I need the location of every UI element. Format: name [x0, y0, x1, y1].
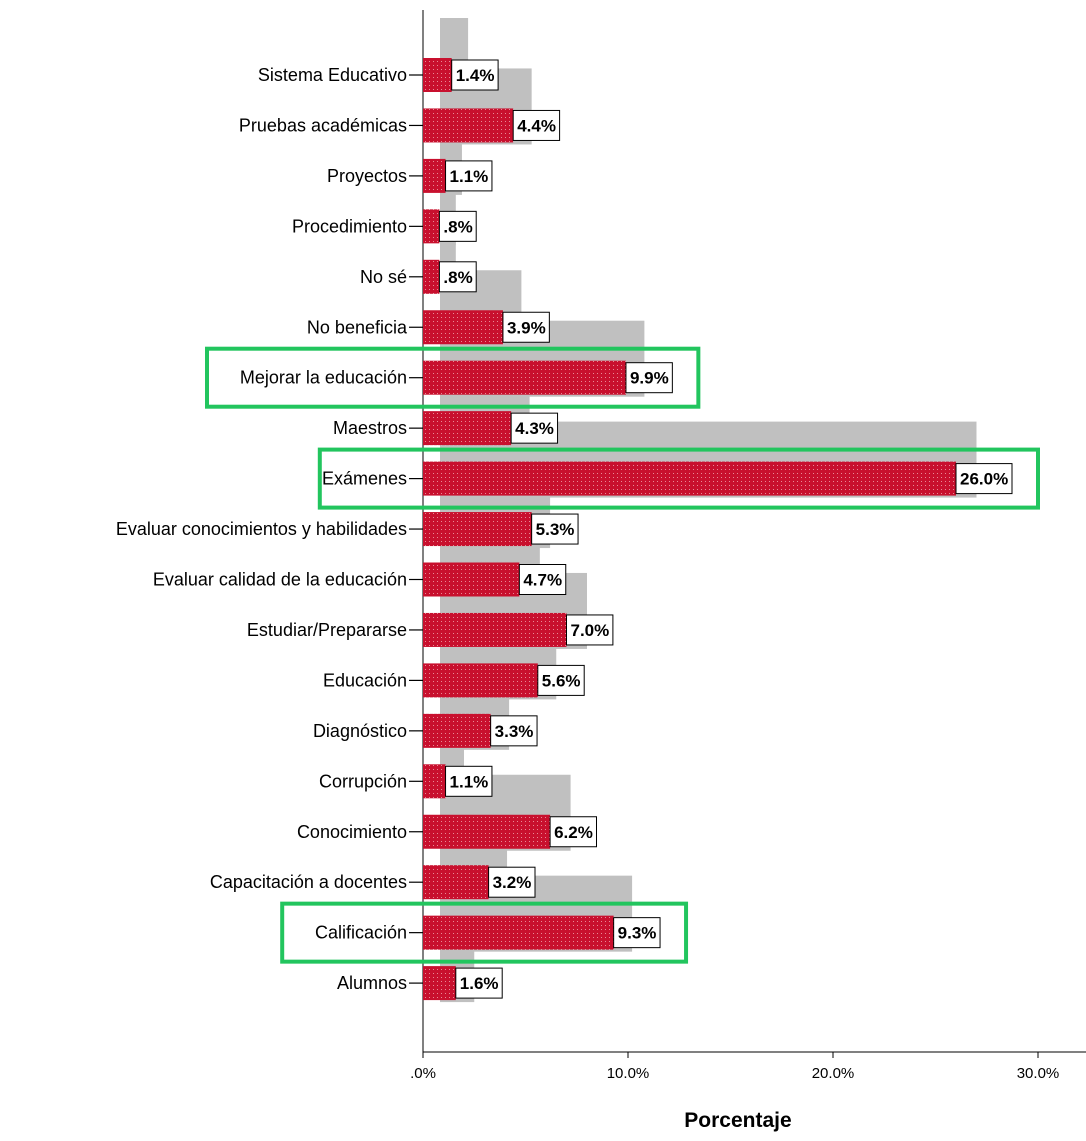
category-label: Conocimiento [297, 822, 407, 842]
bar [423, 209, 440, 244]
value-label: 3.3% [495, 722, 534, 741]
value-label-box [445, 765, 493, 797]
value-label-box [490, 715, 538, 747]
value-label-box [518, 564, 567, 595]
value-label-box [451, 59, 499, 91]
category-label: Educación [323, 670, 407, 690]
bar [423, 310, 503, 345]
value-label-box [445, 160, 493, 192]
bar [423, 814, 551, 849]
value-label-box [625, 362, 673, 394]
value-label-box [955, 463, 1013, 495]
value-label-box [438, 261, 477, 293]
value-label-box [455, 967, 503, 999]
category-label: No sé [360, 267, 407, 287]
x-tick-label: .0% [410, 1065, 436, 1082]
value-label-box [510, 412, 559, 444]
category-label: Calificación [315, 923, 407, 943]
value-label-box [488, 866, 536, 898]
value-label: 9.9% [630, 369, 669, 388]
category-label: Diagnóstico [313, 721, 407, 741]
bar [423, 259, 440, 294]
value-label: 26.0% [960, 470, 1008, 489]
category-label: Procedimiento [292, 216, 407, 236]
value-label: 7.0% [571, 621, 610, 640]
bar [423, 562, 520, 597]
bar [423, 108, 514, 143]
category-label: Maestros [333, 418, 407, 438]
x-tick-label: 20.0% [812, 1065, 855, 1082]
value-label: 1.1% [450, 167, 489, 186]
value-label: 5.6% [542, 671, 581, 690]
highlight-box [280, 901, 689, 964]
value-label-box [537, 664, 585, 696]
category-label: Estudiar/Prepararse [247, 620, 407, 640]
category-label: Pruebas académicas [239, 115, 407, 135]
value-label: 5.3% [536, 520, 575, 539]
value-label: 4.3% [515, 419, 554, 438]
highlight-box [205, 346, 701, 409]
value-label: .8% [443, 268, 472, 287]
value-label: 9.3% [618, 924, 657, 943]
value-label: 6.2% [554, 823, 593, 842]
bar [423, 966, 456, 1001]
value-label-box [512, 109, 561, 141]
value-label-box [549, 816, 597, 848]
bar [423, 915, 614, 950]
category-label: Evaluar calidad de la educación [153, 570, 407, 590]
bar [423, 158, 446, 193]
value-label: .8% [443, 217, 472, 236]
value-label: 1.1% [450, 772, 489, 791]
bar [423, 360, 626, 395]
highlight-box [317, 447, 1040, 510]
value-label: 4.4% [517, 116, 556, 135]
bar [423, 865, 489, 900]
category-label: Proyectos [327, 166, 407, 186]
bar [423, 461, 956, 496]
bar [423, 58, 452, 92]
bar [423, 612, 567, 647]
bar [423, 411, 512, 446]
value-label-box [438, 210, 477, 242]
value-label: 3.2% [493, 873, 532, 892]
value-label: 3.9% [507, 318, 546, 337]
x-tick-label: 10.0% [607, 1065, 650, 1082]
value-label-box [566, 614, 614, 646]
category-label: Capacitación a docentes [210, 872, 407, 892]
value-label-box [613, 917, 661, 949]
bar [423, 663, 538, 698]
category-label: Mejorar la educación [240, 368, 407, 388]
category-label: Sistema Educativo [258, 65, 407, 85]
category-label: Exámenes [322, 469, 407, 489]
x-axis-title: Porcentaje [684, 1109, 791, 1132]
value-label: 1.4% [456, 66, 495, 85]
value-label: 4.7% [523, 571, 562, 590]
value-label-box [502, 311, 550, 343]
bar [423, 512, 532, 547]
bar [423, 713, 491, 748]
category-label: No beneficia [307, 317, 408, 337]
bar [423, 764, 446, 799]
value-label: 1.6% [460, 974, 499, 993]
category-label: Alumnos [337, 973, 407, 993]
category-label: Corrupción [319, 771, 407, 791]
x-tick-label: 30.0% [1017, 1065, 1060, 1082]
value-label-box [531, 513, 579, 545]
category-label: Evaluar conocimientos y habilidades [116, 519, 407, 539]
